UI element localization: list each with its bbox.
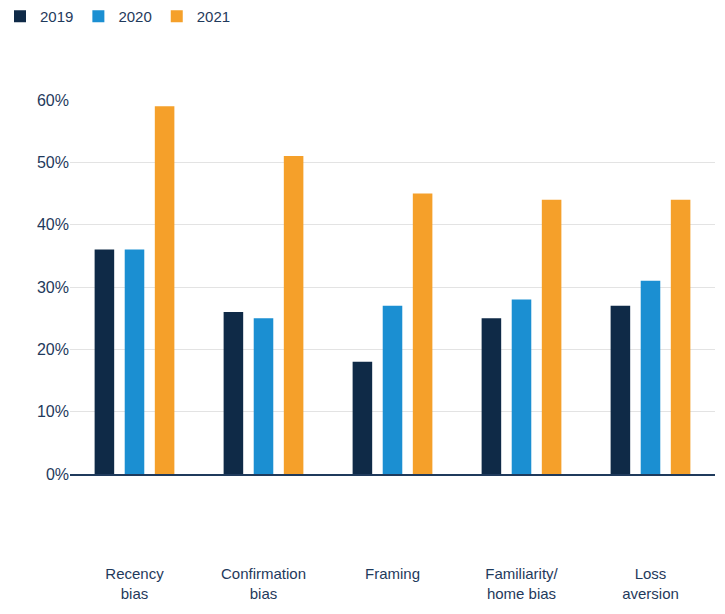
svg-text:Confirmationbias: Confirmationbias	[221, 565, 306, 602]
svg-text:50%: 50%	[37, 154, 69, 171]
svg-text:0%: 0%	[46, 466, 69, 483]
svg-text:2019: 2019	[40, 8, 73, 25]
svg-text:2021: 2021	[197, 8, 230, 25]
svg-text:Framing: Framing	[365, 565, 420, 582]
svg-text:20%: 20%	[37, 341, 69, 358]
svg-text:Recencybias: Recencybias	[105, 565, 164, 602]
svg-text:Lossaversion: Lossaversion	[622, 565, 679, 602]
svg-text:10%: 10%	[37, 403, 69, 420]
svg-text:40%: 40%	[37, 216, 69, 233]
svg-text:60%: 60%	[37, 92, 69, 109]
svg-text:Familiarity/home bias: Familiarity/home bias	[485, 565, 558, 602]
svg-text:30%: 30%	[37, 279, 69, 296]
svg-text:2020: 2020	[118, 8, 151, 25]
